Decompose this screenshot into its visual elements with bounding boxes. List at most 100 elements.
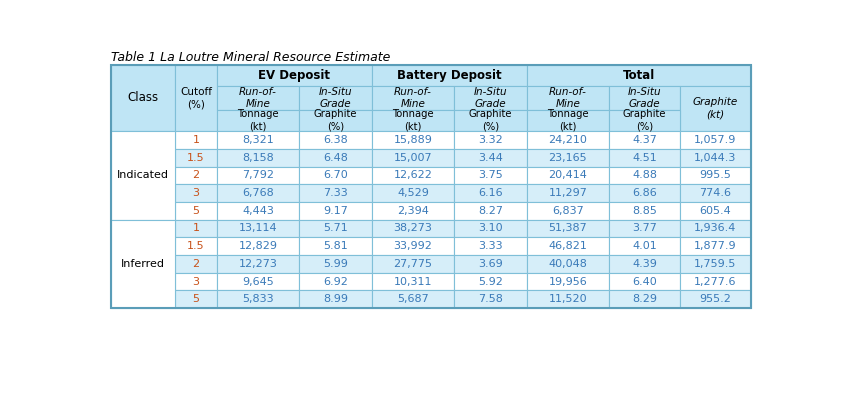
Bar [454, 131, 526, 149]
Text: 5: 5 [193, 206, 199, 216]
Bar [609, 290, 680, 308]
Bar [175, 149, 217, 167]
Text: 5,687: 5,687 [397, 294, 429, 304]
Bar [680, 202, 751, 220]
Bar [217, 237, 299, 255]
Bar [175, 167, 217, 184]
Text: 6.92: 6.92 [323, 277, 348, 286]
Text: 4.88: 4.88 [632, 170, 657, 180]
Bar [454, 220, 526, 237]
Text: In-Situ
Grade: In-Situ Grade [473, 87, 507, 109]
Text: Graphite
(%): Graphite (%) [314, 110, 357, 132]
Bar [609, 167, 680, 184]
Bar [454, 167, 526, 184]
Text: 8.27: 8.27 [478, 206, 503, 216]
Text: 11,520: 11,520 [548, 294, 587, 304]
Bar [110, 65, 175, 131]
Bar [526, 290, 609, 308]
Text: 27,775: 27,775 [394, 259, 432, 269]
Text: 3.77: 3.77 [632, 224, 657, 233]
Text: 1.5: 1.5 [187, 152, 204, 163]
Text: 1,044.3: 1,044.3 [694, 152, 737, 163]
Bar [526, 86, 609, 110]
Text: 24,210: 24,210 [548, 135, 587, 145]
Text: 33,992: 33,992 [394, 241, 432, 251]
Bar [609, 220, 680, 237]
Text: Class: Class [127, 92, 158, 105]
Text: 6.48: 6.48 [323, 152, 348, 163]
Text: 7.58: 7.58 [478, 294, 503, 304]
Bar [217, 110, 299, 131]
Text: In-Situ
Grade: In-Situ Grade [319, 87, 352, 109]
Bar [454, 149, 526, 167]
Bar [217, 220, 299, 237]
Text: Indicated: Indicated [117, 170, 169, 180]
Text: Total: Total [622, 69, 655, 82]
Bar [217, 167, 299, 184]
Bar [175, 237, 217, 255]
Bar [454, 86, 526, 110]
Bar [299, 167, 372, 184]
Text: 774.6: 774.6 [700, 188, 732, 198]
Bar [680, 273, 751, 290]
Bar [680, 255, 751, 273]
Bar [299, 290, 372, 308]
Bar [526, 167, 609, 184]
Bar [680, 86, 751, 131]
Text: Run-of-
Mine: Run-of- Mine [394, 87, 432, 109]
Bar [217, 184, 299, 202]
Bar [526, 65, 751, 86]
Text: 3.10: 3.10 [478, 224, 503, 233]
Text: 4.01: 4.01 [632, 241, 657, 251]
Bar [110, 220, 175, 308]
Text: 12,273: 12,273 [239, 259, 278, 269]
Bar [372, 167, 454, 184]
Text: 6,837: 6,837 [552, 206, 584, 216]
Text: 15,889: 15,889 [394, 135, 432, 145]
Bar [372, 184, 454, 202]
Text: 955.2: 955.2 [700, 294, 731, 304]
Text: 20,414: 20,414 [548, 170, 587, 180]
Text: 2: 2 [193, 170, 199, 180]
Bar [680, 290, 751, 308]
Text: 4,529: 4,529 [397, 188, 429, 198]
Text: Graphite
(%): Graphite (%) [468, 110, 512, 132]
Text: 6.38: 6.38 [323, 135, 348, 145]
Bar [680, 167, 751, 184]
Bar [217, 202, 299, 220]
Text: 3.32: 3.32 [478, 135, 503, 145]
Bar [680, 131, 751, 149]
Bar [175, 255, 217, 273]
Bar [609, 184, 680, 202]
Text: Cutoff
(%): Cutoff (%) [180, 87, 212, 109]
Text: 1,277.6: 1,277.6 [694, 277, 737, 286]
Bar [217, 290, 299, 308]
Bar [175, 220, 217, 237]
Bar [526, 255, 609, 273]
Bar [680, 237, 751, 255]
Text: 10,311: 10,311 [394, 277, 432, 286]
Bar [526, 131, 609, 149]
Bar [372, 131, 454, 149]
Text: 3.69: 3.69 [478, 259, 503, 269]
Text: 3.33: 3.33 [478, 241, 503, 251]
Bar [217, 131, 299, 149]
Text: 23,165: 23,165 [548, 152, 587, 163]
Bar [609, 202, 680, 220]
Text: 5,833: 5,833 [242, 294, 274, 304]
Bar [217, 255, 299, 273]
Bar [609, 110, 680, 131]
Bar [454, 184, 526, 202]
Bar [526, 220, 609, 237]
Text: 4.51: 4.51 [632, 152, 657, 163]
Bar [372, 237, 454, 255]
Text: 19,956: 19,956 [548, 277, 587, 286]
Bar [372, 290, 454, 308]
Bar [217, 86, 299, 110]
Text: 1: 1 [193, 135, 199, 145]
Bar [680, 184, 751, 202]
Text: 8.85: 8.85 [632, 206, 657, 216]
Text: Inferred: Inferred [121, 259, 165, 269]
Bar [175, 273, 217, 290]
Text: 9.17: 9.17 [323, 206, 348, 216]
